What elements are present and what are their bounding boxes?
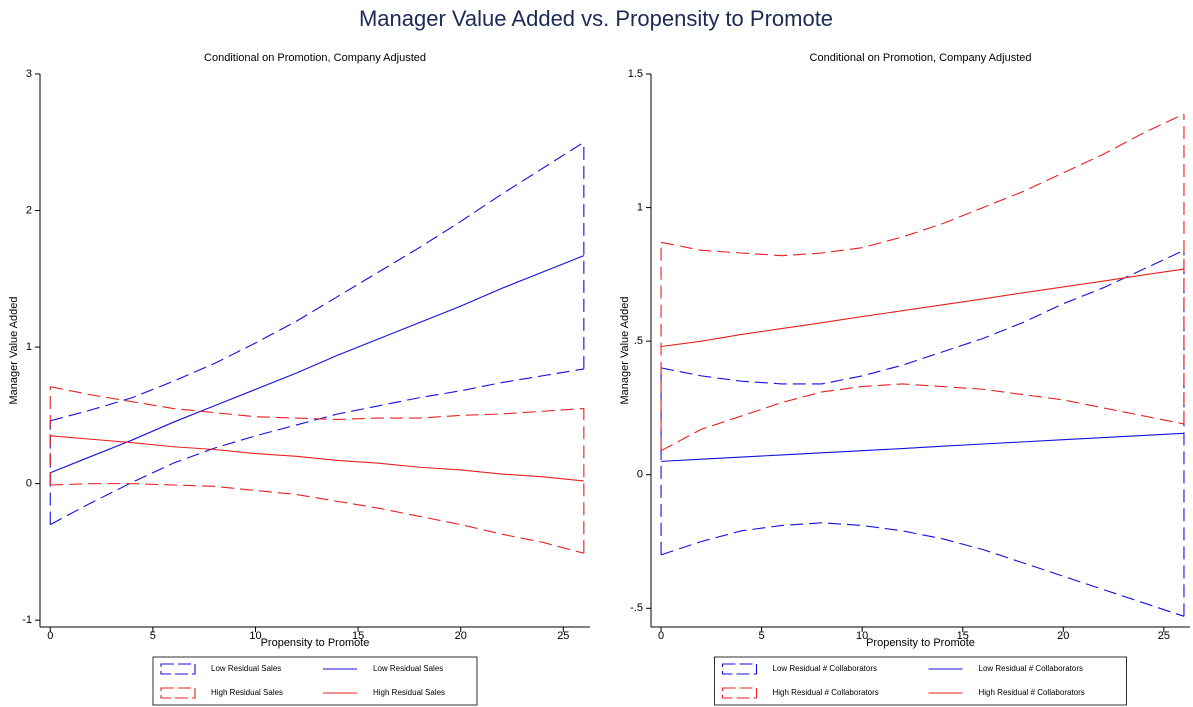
chart-subtitle: Conditional on Promotion, Company Adjust…	[810, 52, 1032, 64]
legend-box	[714, 656, 1127, 706]
x-axis-label: Propensity to Promote	[261, 637, 370, 649]
y-tick-label: -1	[22, 614, 32, 626]
figure-title: Manager Value Added vs. Propensity to Pr…	[359, 6, 833, 31]
legend-swatch	[160, 687, 196, 699]
x-tick-label: 15	[957, 630, 969, 642]
legend-label: High Residual # Collaborators	[979, 688, 1085, 697]
y-axis-label: Manager Value Added	[619, 296, 631, 404]
legend-swatch	[721, 687, 758, 699]
y-tick-label: 1	[26, 341, 32, 353]
ci-lower	[50, 483, 584, 554]
y-tick-label: 1	[637, 201, 643, 213]
ci-lower	[660, 383, 1185, 452]
ci-upper	[660, 113, 1185, 257]
y-tick-label: 1.5	[628, 68, 643, 80]
y-axis-label: Manager Value Added	[8, 296, 20, 404]
legend-label: Low Residual Sales	[373, 664, 443, 673]
fit-line	[660, 268, 1185, 348]
x-tick-label: 10	[856, 630, 868, 642]
x-tick-label: 25	[1158, 630, 1170, 642]
legend-label: Low Residual # Collaborators	[979, 664, 1084, 673]
legend-label: High Residual Sales	[373, 688, 445, 697]
x-tick-label: 10	[249, 630, 261, 642]
x-tick-label: 0	[47, 630, 53, 642]
ci-upper	[50, 141, 585, 422]
ci-lower	[50, 368, 584, 526]
ci-upper	[660, 249, 1185, 385]
y-tick-label: -.5	[630, 602, 643, 614]
x-axis-label: Propensity to Promote	[866, 637, 975, 649]
legend-label: High Residual # Collaborators	[773, 688, 879, 697]
x-tick-label: 5	[759, 630, 765, 642]
legend-swatch	[160, 663, 196, 675]
fit-line	[50, 435, 584, 482]
legend-label: Low Residual Sales	[211, 664, 281, 673]
x-tick-label: 20	[455, 630, 467, 642]
y-tick-label: 0	[637, 469, 643, 481]
chart-subtitle: Conditional on Promotion, Company Adjust…	[204, 52, 426, 64]
legend-label: Low Residual # Collaborators	[773, 664, 878, 673]
x-tick-label: 20	[1057, 630, 1069, 642]
x-tick-label: 25	[557, 630, 569, 642]
y-tick-label: 3	[26, 68, 32, 80]
y-tick-label: 0	[26, 478, 32, 490]
y-tick-label: .5	[634, 335, 643, 347]
ci-upper	[50, 386, 584, 421]
legend-swatch	[721, 663, 758, 675]
x-tick-label: 15	[352, 630, 364, 642]
ci-lower	[660, 522, 1185, 617]
y-tick-label: 2	[26, 204, 32, 216]
legend-box	[152, 656, 478, 706]
x-tick-label: 0	[658, 630, 664, 642]
legend-label: High Residual Sales	[211, 688, 283, 697]
fit-line	[50, 255, 585, 474]
x-tick-label: 5	[150, 630, 156, 642]
fit-line	[661, 432, 1184, 462]
